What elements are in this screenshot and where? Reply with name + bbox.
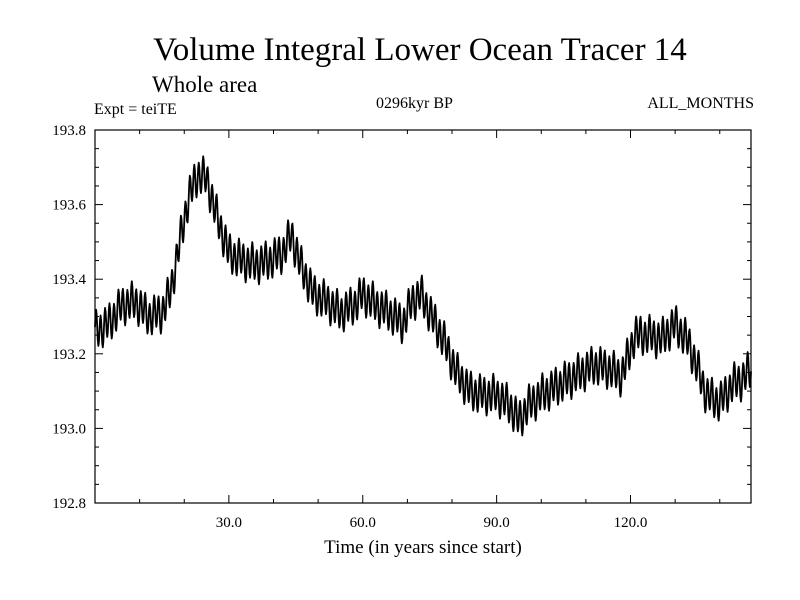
x-tick-label: 90.0 [484, 515, 510, 531]
chart-subtitle: Whole area [152, 72, 258, 97]
months-label: ALL_MONTHS [647, 95, 754, 112]
x-axis-label: Time (in years since start) [324, 537, 522, 558]
x-tick-label: 30.0 [216, 515, 242, 531]
axis-tick-labels: 30.0 60.0 90.0 120.0 192.8 193.0 193.2 193.4 193… [52, 123, 647, 531]
x-tick-label: 120.0 [614, 515, 648, 531]
y-tick-label: 193.8 [52, 123, 86, 139]
period-label: 0296kyr BP [376, 95, 453, 112]
y-tick-label: 193.4 [52, 272, 86, 288]
chart-title: Volume Integral Lower Ocean Tracer 14 [153, 32, 687, 68]
y-tick-label: 193.6 [52, 198, 86, 214]
series-line-tracer-14 [94, 155, 752, 437]
x-tick-label: 60.0 [350, 515, 376, 531]
y-tick-label: 192.8 [52, 496, 86, 512]
y-tick-label: 193.2 [52, 347, 86, 363]
y-tick-label: 193.0 [52, 421, 86, 437]
experiment-label: Expt = teiTE [94, 101, 177, 118]
